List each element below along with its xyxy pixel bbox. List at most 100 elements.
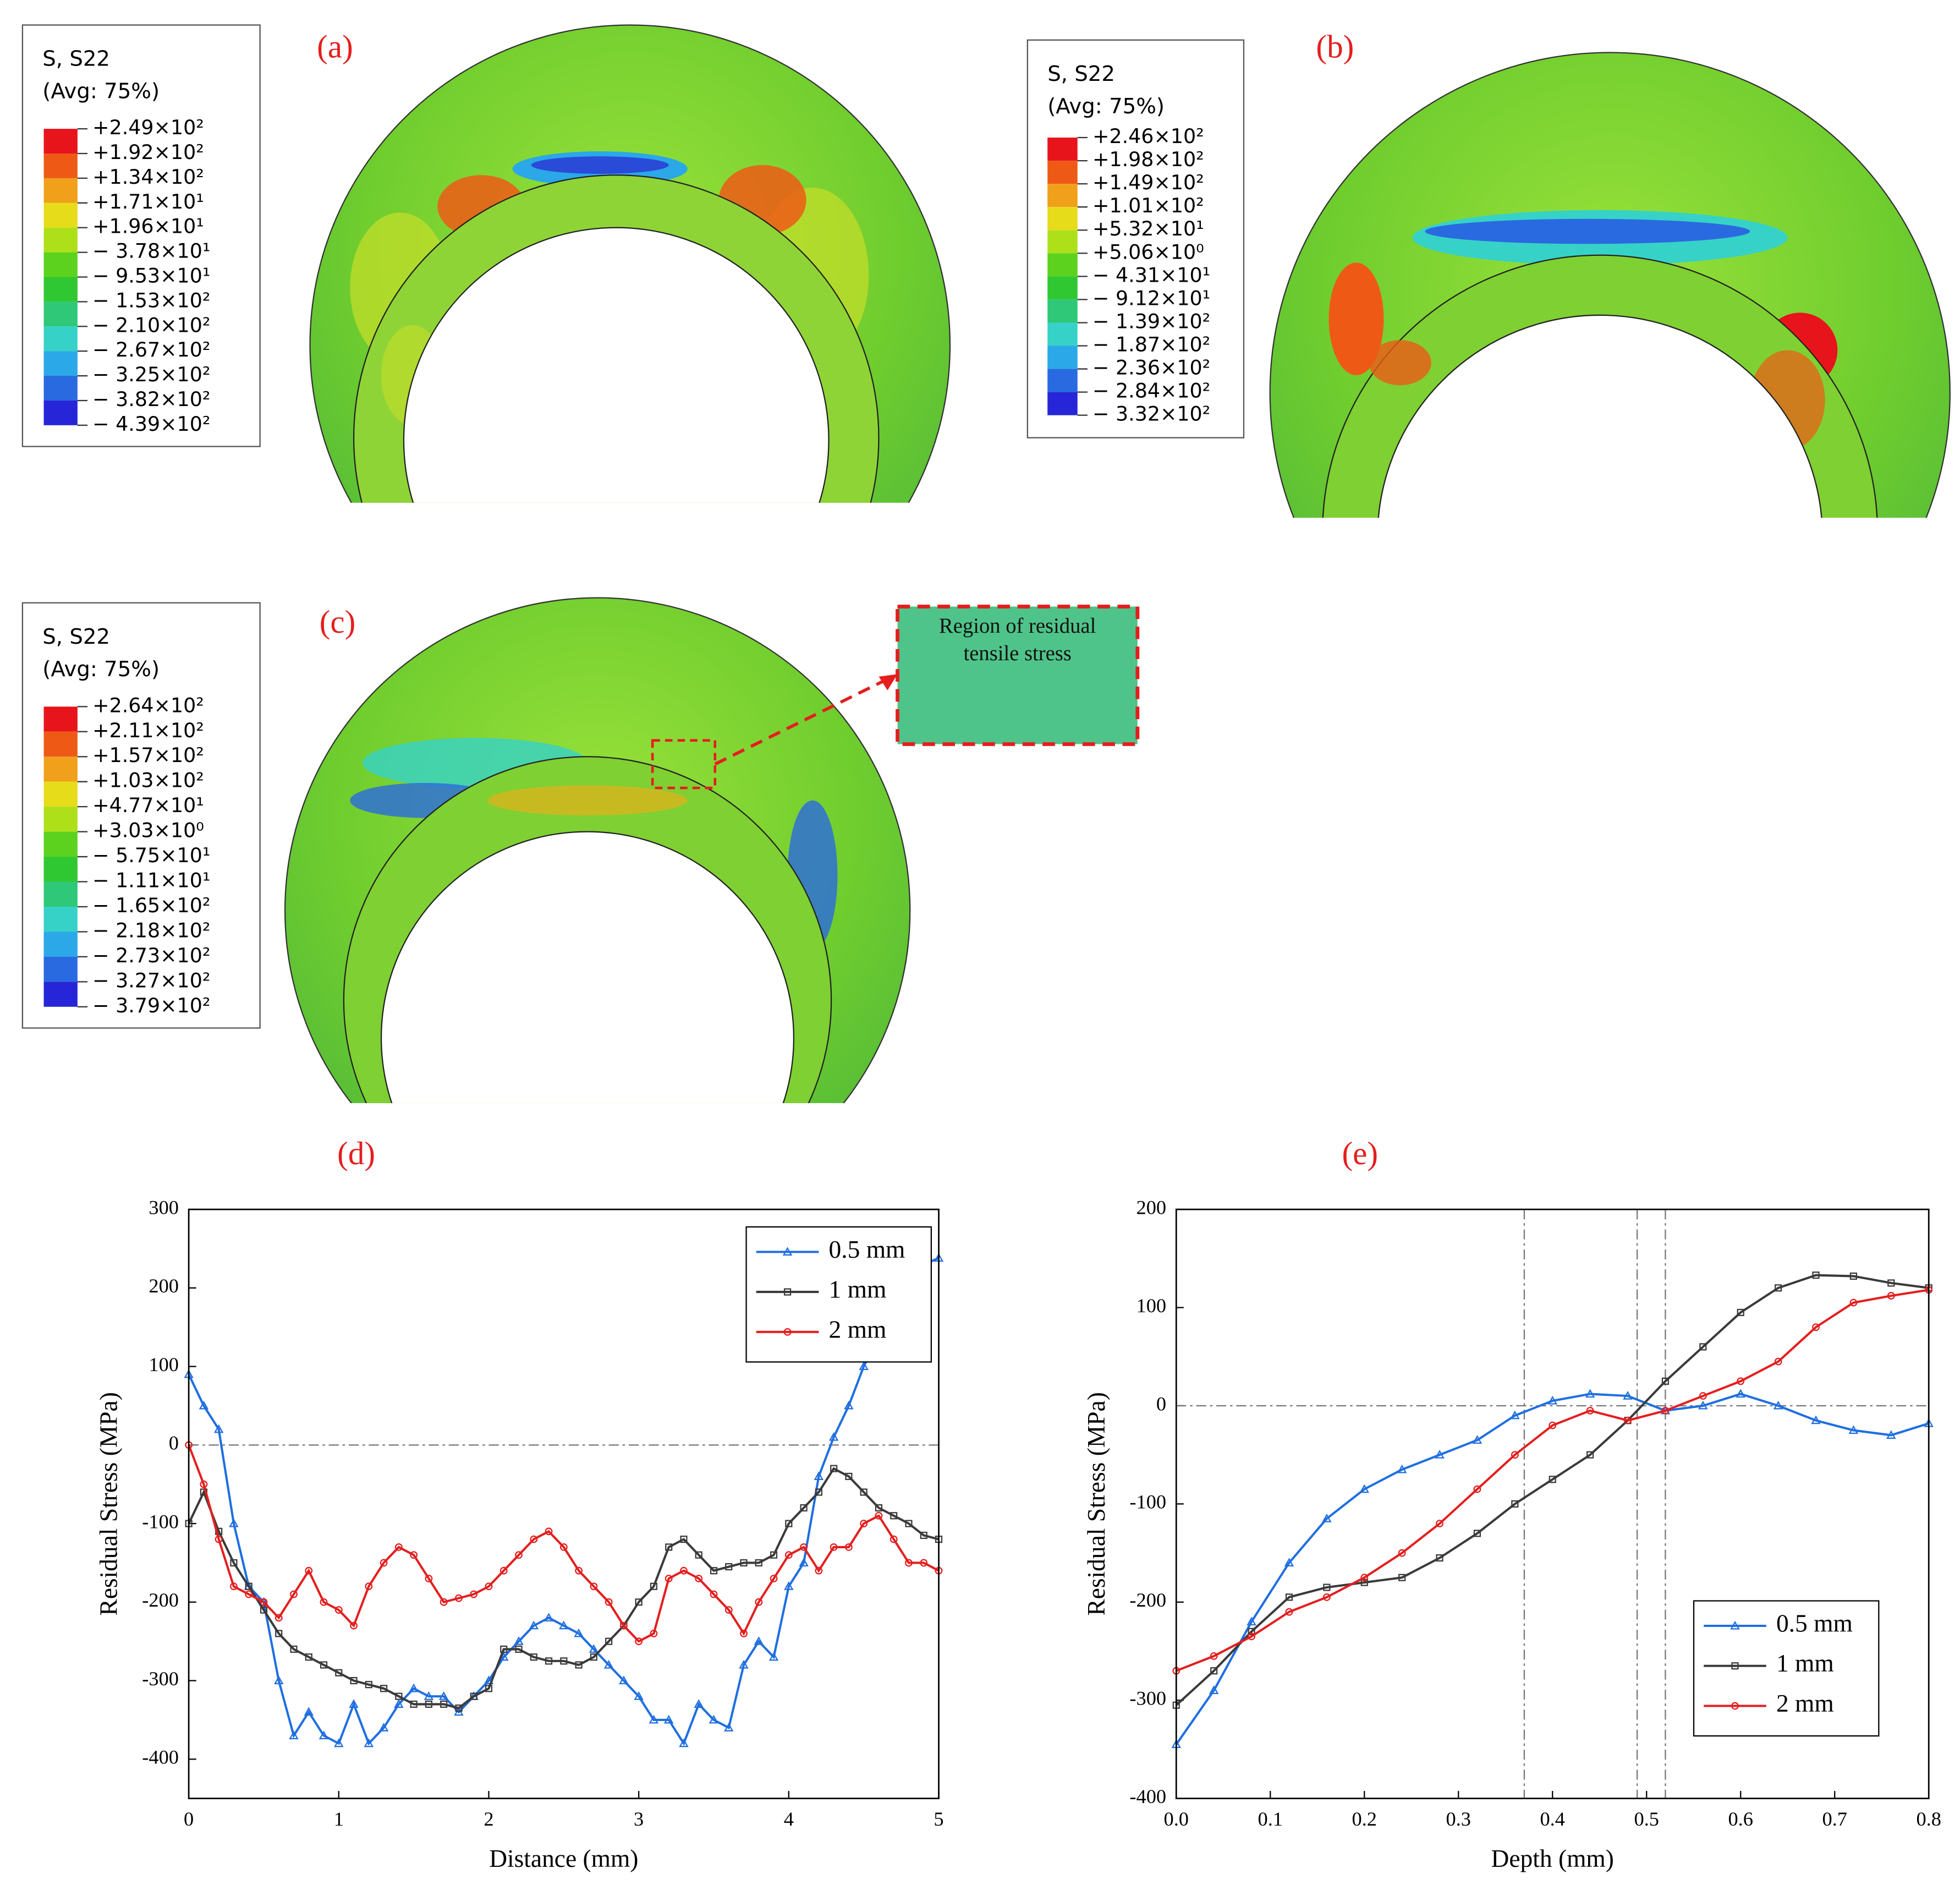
marker [603,1659,614,1669]
marker [290,1590,298,1598]
marker [455,1594,463,1602]
marker [890,1535,898,1543]
marker [1436,1520,1443,1528]
legend-swatch [1047,276,1078,300]
legend-marker [1731,1662,1739,1670]
marker [335,1669,343,1676]
marker [349,1699,359,1708]
y-axis-label: Residual Stress (MPa) [95,1392,123,1615]
marker [394,1543,403,1551]
marker [619,1675,629,1685]
legend-swatch [43,252,78,277]
contour-b [1269,52,1951,518]
legend-value: +1.96×10¹ [92,215,204,238]
marker [1397,1464,1407,1473]
marker [305,1653,312,1661]
legend-value: − 9.12×10¹ [1092,286,1210,310]
marker [1737,1308,1744,1317]
marker [650,1582,658,1590]
panel-label: (a) [317,28,353,64]
marker [1549,1476,1556,1483]
marker [559,1620,569,1630]
marker [768,1652,779,1661]
marker [635,1637,643,1646]
marker [724,1606,733,1614]
marker [1699,1343,1707,1351]
legend-marker [1730,1620,1740,1630]
legend-value: +5.06×10⁰ [1092,240,1204,264]
marker [920,1559,928,1567]
marker [1360,1574,1369,1582]
series-line [188,1467,940,1709]
legend-value: +2.64×10² [92,693,204,717]
legend-value: − 2.67×10² [92,338,210,361]
marker [1811,1415,1821,1424]
marker [830,1465,838,1472]
marker [394,1699,404,1708]
legend-swatch [43,400,78,425]
legend-value: − 2.84×10² [1092,379,1210,403]
legend-swatch [43,906,78,932]
marker [755,1598,763,1606]
legend-title: S, S22 [42,624,110,649]
legend-marker [782,1247,793,1256]
legend-subtitle: (Avg: 75%) [1047,94,1165,119]
marker [378,1723,389,1731]
marker [890,1512,898,1520]
legend-label: 1 mm [1776,1649,1834,1677]
annotation: Region of residual tensile stress [939,615,1096,665]
plot-frame [188,1208,940,1800]
marker [410,1700,418,1708]
series-line [1175,1274,1929,1706]
marker [905,1520,913,1527]
legend-swatch [43,831,78,857]
legend-value: − 1.53×10² [92,288,210,312]
contour-c [284,597,911,1103]
legend-value: +2.46×10² [1092,124,1204,148]
legend-value: +1.01×10² [1092,194,1204,217]
marker [245,1590,253,1598]
marker [724,1723,734,1731]
legend-value: − 3.25×10² [92,363,210,386]
marker [575,1661,583,1669]
marker [470,1692,477,1700]
legend-value: − 2.10×10² [92,313,210,337]
marker [650,1629,658,1637]
marker [1322,1513,1332,1522]
marker [619,1621,628,1630]
y-axis-label: Residual Stress (MPa) [1082,1392,1110,1615]
marker [875,1504,883,1512]
legend-swatch [1047,230,1078,254]
callout-arrow [714,676,891,766]
marker [515,1551,523,1559]
x-axis-label: Depth (mm) [1491,1844,1614,1872]
marker [590,1582,598,1591]
legend-marker [783,1288,792,1296]
marker [815,1566,823,1575]
contour-a [309,24,951,503]
legend-value: +2.49×10² [92,116,204,139]
marker [545,1657,553,1665]
marker [1549,1421,1557,1429]
marker [739,1659,749,1669]
marker [575,1566,583,1575]
legend-swatch [1047,369,1078,392]
marker [380,1685,388,1692]
marker [230,1559,238,1567]
x-tick-label: 0.7 [1822,1808,1847,1830]
marker [1285,1593,1293,1601]
marker [1586,1451,1594,1459]
marker [665,1575,673,1582]
marker [1812,1272,1820,1279]
y-tick-label: 0 [169,1432,179,1454]
legend-swatch [1047,253,1078,277]
legend-value: − 1.11×10¹ [92,869,210,892]
marker [770,1551,778,1559]
marker [470,1590,478,1598]
legend-swatch [43,154,78,178]
marker [1661,1406,1670,1415]
marker [410,1551,418,1559]
legend-label: 2 mm [1776,1689,1834,1717]
marker [695,1575,703,1582]
